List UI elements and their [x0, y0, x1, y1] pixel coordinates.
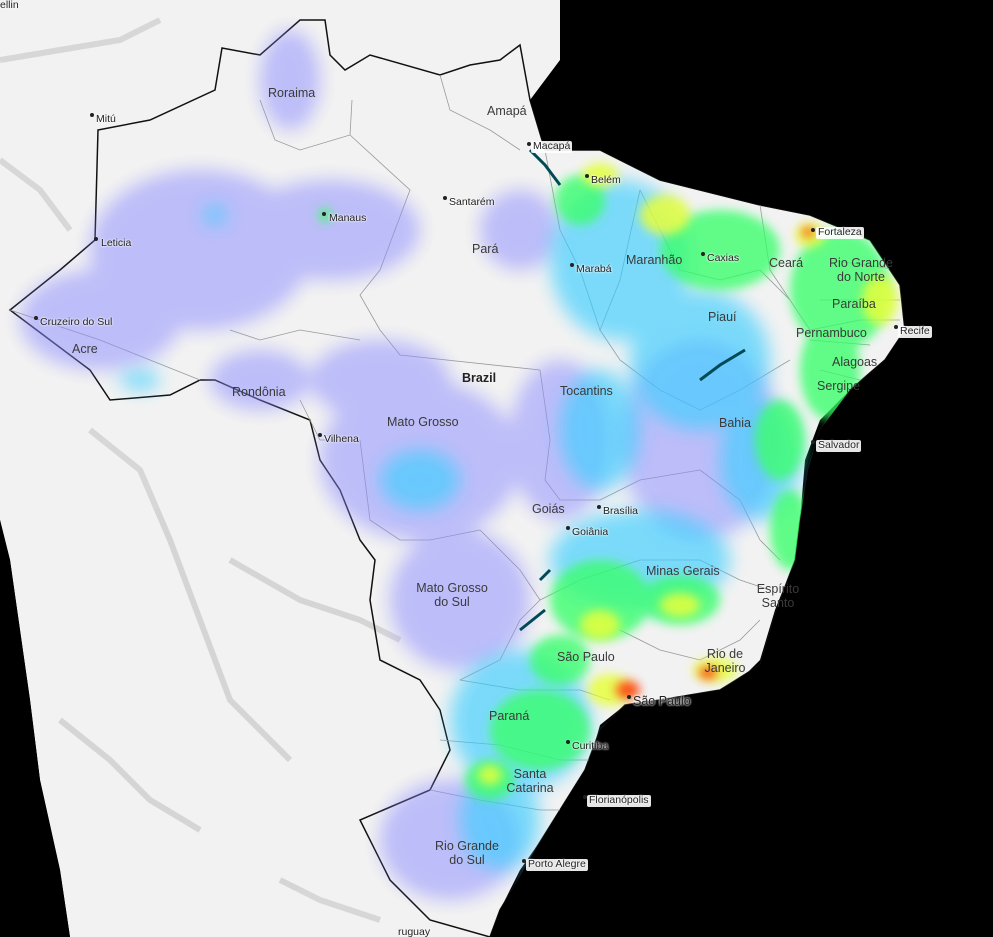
state-label-sergipe: Sergipe — [817, 379, 861, 393]
city-label-caxias: Caxias — [707, 252, 740, 264]
state-label-para: Pará — [472, 242, 499, 256]
city-label-salvador: Salvador — [816, 439, 862, 452]
state-label-tocantins: Tocantins — [560, 384, 613, 398]
city-label-recife: Recife — [898, 325, 932, 338]
city-marker — [443, 196, 447, 200]
city-marker — [90, 113, 94, 117]
city-label-porto-alegre: Porto Alegre — [526, 858, 588, 871]
city-label-vilhena: Vilhena — [324, 433, 359, 445]
city-label-leticia: Leticia — [101, 237, 132, 249]
city-marker — [597, 505, 601, 509]
city-label-curitiba: Curitiba — [572, 740, 609, 752]
city-marker — [322, 212, 326, 216]
city-label-manaus: Manaus — [329, 212, 367, 224]
city-marker — [566, 740, 570, 744]
city-label-santarem: Santarém — [449, 196, 495, 208]
edge-label-top-left: ellin — [0, 0, 19, 11]
state-label-acre: Acre — [72, 342, 98, 356]
city-marker — [894, 325, 898, 329]
pacific-ocean — [0, 520, 70, 937]
country-label-brazil: Brazil — [462, 371, 497, 385]
city-label-goiania: Goiânia — [572, 526, 609, 538]
city-marker — [566, 526, 570, 530]
city-label-maraba: Marabá — [576, 263, 612, 275]
city-label-cruzeiro-do-sul: Cruzeiro do Sul — [40, 316, 113, 328]
city-marker — [94, 237, 98, 241]
city-label-belem: Belém — [591, 174, 621, 186]
state-label-paraiba: Paraíba — [832, 297, 876, 311]
city-marker — [527, 142, 531, 146]
state-label-alagoas: Alagoas — [832, 355, 878, 369]
state-label-ceara: Ceará — [769, 256, 804, 270]
rivers — [519, 148, 746, 632]
city-label-florianopolis: Florianópolis — [587, 794, 651, 807]
heatmap-layer — [20, 30, 898, 900]
city-marker — [627, 695, 631, 699]
city-marker — [522, 859, 526, 863]
city-marker — [34, 316, 38, 320]
city-marker — [570, 263, 574, 267]
state-label-espirito-santo: Espírito Santo — [756, 582, 800, 610]
city-marker — [585, 174, 589, 178]
state-label-maranhao: Maranhão — [626, 253, 683, 267]
city-marker — [318, 433, 322, 437]
city-label-macapa: Macapá — [531, 140, 573, 153]
city-marker — [811, 228, 815, 232]
city-label-sao-paulo: São Paulo — [633, 694, 691, 708]
state-label-roraima: Roraima — [268, 86, 316, 100]
state-label-minas-gerais: Minas Gerais — [646, 564, 720, 578]
state-label-amapa: Amapá — [487, 104, 527, 118]
state-label-rio-de-janeiro: Rio de Janeiro — [704, 647, 746, 675]
state-label-piaui: Piauí — [708, 310, 737, 324]
state-label-rondonia: Rondônia — [232, 385, 286, 399]
state-label-mato-grosso: Mato Grosso — [387, 415, 459, 429]
state-label-santa-catarina: Santa Catarina — [506, 767, 554, 795]
state-label-sao-paulo: São Paulo — [557, 650, 615, 664]
state-label-mato-grosso-do-sul: Mato Grosso do Sul — [416, 581, 488, 609]
state-label-parana: Paraná — [489, 709, 530, 723]
city-label-fortaleza: Fortaleza — [816, 226, 864, 239]
city-label-brasilia: Brasília — [603, 505, 639, 517]
city-marker — [811, 440, 815, 444]
state-label-rio-grande-do-sul: Rio Grande do Sul — [435, 839, 499, 867]
city-marker — [701, 252, 705, 256]
city-marker — [583, 795, 587, 799]
neighbor-borders — [0, 17, 402, 923]
state-label-goias: Goiás — [532, 502, 565, 516]
ocean — [490, 0, 993, 937]
state-label-rio-grande-do-norte: Rio Grande do Norte — [829, 256, 893, 284]
state-label-bahia: Bahia — [719, 416, 751, 430]
city-label-mitu: Mitú — [96, 113, 116, 125]
state-label-pernambuco: Pernambuco — [796, 326, 867, 340]
edge-label-bottom: ruguay — [398, 926, 431, 937]
